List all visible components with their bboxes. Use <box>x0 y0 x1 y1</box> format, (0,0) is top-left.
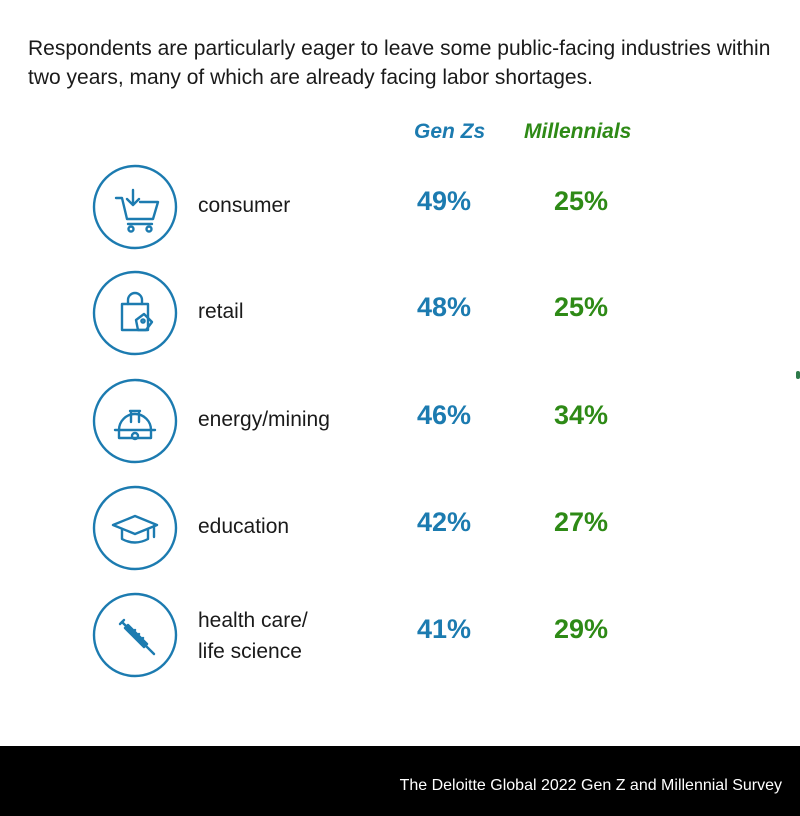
column-header-millennials: Millennials <box>524 120 632 143</box>
industry-row: consumer 49% 25% <box>0 164 800 264</box>
footer-bar: The Deloitte Global 2022 Gen Z and Mille… <box>0 746 800 816</box>
industry-row: energy/mining 46% 34% <box>0 378 800 478</box>
industry-label: education <box>198 511 289 542</box>
gen-z-value: 49% <box>417 186 472 216</box>
industry-label: consumer <box>198 190 290 221</box>
millennials-value: 34% <box>554 400 609 430</box>
industry-label-line: life science <box>198 640 302 663</box>
syringe-icon <box>92 592 178 678</box>
column-header-gen-z: Gen Zs <box>414 120 486 143</box>
gen-z-value: 46% <box>417 400 472 430</box>
industry-label-line: retail <box>198 300 244 323</box>
edge-mark <box>796 371 800 379</box>
millennials-value: 25% <box>554 186 609 216</box>
industry-row: health care/life science 41% 29% <box>0 592 800 692</box>
industry-label-line: health care/ <box>198 609 308 632</box>
hard-hat-icon <box>92 378 178 464</box>
millennials-value: 25% <box>554 292 609 322</box>
gen-z-value: 48% <box>417 292 472 322</box>
industry-row: education 42% 27% <box>0 485 800 585</box>
source-credit: The Deloitte Global 2022 Gen Z and Mille… <box>399 777 782 794</box>
industry-label: energy/mining <box>198 404 330 435</box>
industry-label-line: energy/mining <box>198 408 330 431</box>
graduation-cap-icon <box>92 485 178 571</box>
millennials-value: 27% <box>554 507 609 537</box>
shopping-cart-icon <box>92 164 178 250</box>
industry-label: retail <box>198 296 244 327</box>
shopping-bag-icon <box>92 270 178 356</box>
industry-row: retail 48% 25% <box>0 270 800 370</box>
millennials-value: 29% <box>554 614 609 644</box>
gen-z-value: 41% <box>417 614 472 644</box>
industry-label-line: education <box>198 515 290 538</box>
headline: Respondents are particularly eager to le… <box>28 37 771 89</box>
industry-label-line: consumer <box>198 194 291 217</box>
industry-label: health care/life science <box>198 605 308 667</box>
gen-z-value: 42% <box>417 507 472 537</box>
